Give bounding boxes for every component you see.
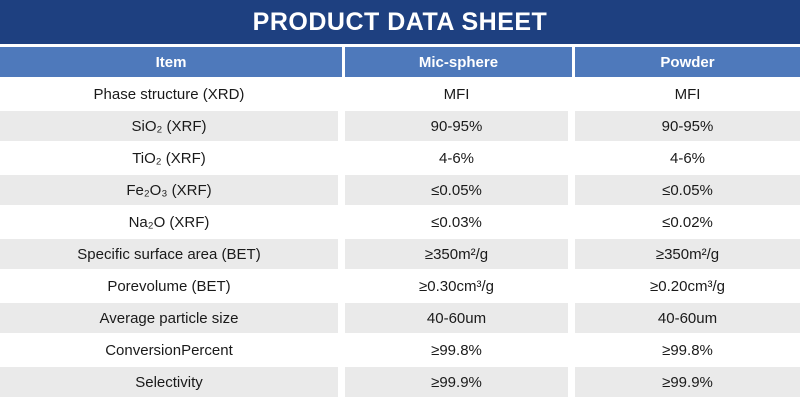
table-row: TiO₂ (XRF) 4-6% 4-6%	[0, 141, 800, 173]
table-header-row: Item Mic-sphere Powder	[0, 47, 800, 77]
column-header-mic-sphere: Mic-sphere	[345, 47, 575, 77]
table-row: ConversionPercent ≥99.8% ≥99.8%	[0, 333, 800, 365]
table-row: Specific surface area (BET) ≥350m²/g ≥350m…	[0, 237, 800, 269]
row-value-mic-sphere: 40-60um	[345, 301, 575, 333]
row-value-mic-sphere: ≥99.8%	[345, 333, 575, 365]
table-row: Fe₂O₃ (XRF) ≤0.05% ≤0.05%	[0, 173, 800, 205]
row-value-mic-sphere: 90-95%	[345, 109, 575, 141]
row-item-label: Fe₂O₃ (XRF)	[0, 173, 345, 205]
row-value-powder: ≤0.05%	[575, 173, 800, 205]
row-value-powder: MFI	[575, 77, 800, 109]
row-value-mic-sphere: ≤0.03%	[345, 205, 575, 237]
product-table: Item Mic-sphere Powder Phase structure (…	[0, 47, 800, 397]
table-row: Phase structure (XRD) MFI MFI	[0, 77, 800, 109]
row-value-mic-sphere: ≤0.05%	[345, 173, 575, 205]
row-value-powder: ≥99.9%	[575, 365, 800, 397]
column-header-powder: Powder	[575, 47, 800, 77]
row-item-label: Phase structure (XRD)	[0, 77, 345, 109]
table-row: Average particle size 40-60um 40-60um	[0, 301, 800, 333]
row-value-powder: 40-60um	[575, 301, 800, 333]
row-item-label: Selectivity	[0, 365, 345, 397]
row-item-label: Average particle size	[0, 301, 345, 333]
row-value-powder: 90-95%	[575, 109, 800, 141]
table-row: SiO₂ (XRF) 90-95% 90-95%	[0, 109, 800, 141]
row-item-label: ConversionPercent	[0, 333, 345, 365]
row-value-mic-sphere: ≥0.30cm³/g	[345, 269, 575, 301]
row-value-mic-sphere: ≥99.9%	[345, 365, 575, 397]
row-value-powder: ≤0.02%	[575, 205, 800, 237]
table-row: Porevolume (BET) ≥0.30cm³/g ≥0.20cm³/g	[0, 269, 800, 301]
table-row: Selectivity ≥99.9% ≥99.9%	[0, 365, 800, 397]
row-value-powder: ≥99.8%	[575, 333, 800, 365]
row-value-powder: 4-6%	[575, 141, 800, 173]
row-item-label: Na₂O (XRF)	[0, 205, 345, 237]
table-row: Na₂O (XRF) ≤0.03% ≤0.02%	[0, 205, 800, 237]
row-value-mic-sphere: ≥350m²/g	[345, 237, 575, 269]
row-value-powder: ≥0.20cm³/g	[575, 269, 800, 301]
column-header-item: Item	[0, 47, 345, 77]
row-value-powder: ≥350m²/g	[575, 237, 800, 269]
row-value-mic-sphere: 4-6%	[345, 141, 575, 173]
row-item-label: SiO₂ (XRF)	[0, 109, 345, 141]
row-item-label: Porevolume (BET)	[0, 269, 345, 301]
row-value-mic-sphere: MFI	[345, 77, 575, 109]
title-bar: PRODUCT DATA SHEET	[0, 0, 800, 44]
row-item-label: Specific surface area (BET)	[0, 237, 345, 269]
table-body: Phase structure (XRD) MFI MFI SiO₂ (XRF) 90-…	[0, 77, 800, 397]
page-title: PRODUCT DATA SHEET	[252, 7, 548, 36]
row-item-label: TiO₂ (XRF)	[0, 141, 345, 173]
